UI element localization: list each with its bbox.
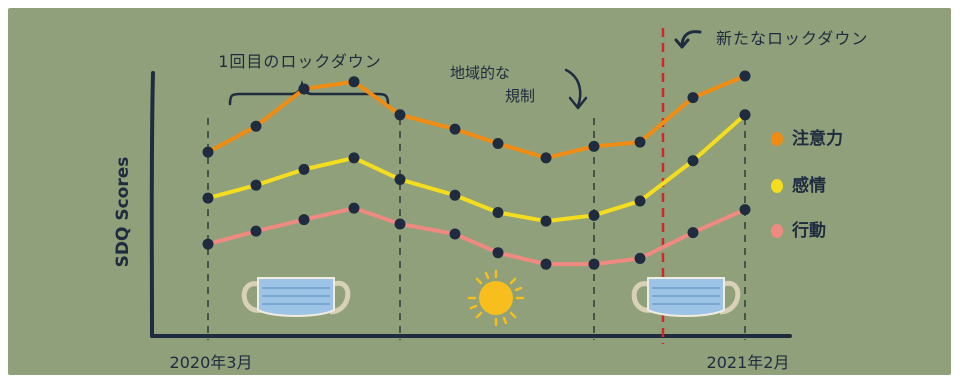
regional-label-line1: 地域的な xyxy=(450,64,510,82)
data-point xyxy=(298,83,310,95)
data-point xyxy=(250,120,262,132)
data-point xyxy=(250,225,262,237)
data-point xyxy=(348,202,360,214)
legend-swatch xyxy=(771,132,783,146)
data-point xyxy=(687,92,699,104)
data-point xyxy=(394,173,406,185)
data-point xyxy=(449,123,461,135)
new-lockdown-label: 新たなロックダウン xyxy=(716,29,868,48)
data-point xyxy=(739,70,751,82)
data-point xyxy=(449,189,461,201)
data-point xyxy=(449,228,461,240)
data-point xyxy=(298,163,310,175)
mask-icon xyxy=(631,277,741,317)
data-point xyxy=(540,215,552,227)
curved-arrow-icon xyxy=(564,68,588,110)
legend-swatch xyxy=(771,179,783,193)
data-point xyxy=(492,138,504,150)
curved-arrow-icon xyxy=(674,30,702,49)
x-tick-label: 2020年3月 xyxy=(170,353,253,372)
regional-label-line2: 規制 xyxy=(505,87,535,105)
data-point xyxy=(492,206,504,218)
y-axis xyxy=(149,71,155,338)
data-point xyxy=(634,195,646,207)
data-point xyxy=(588,209,600,221)
legend-label: 注意力 xyxy=(792,128,843,149)
data-point xyxy=(540,152,552,164)
data-point xyxy=(687,155,699,167)
data-point xyxy=(492,247,504,259)
data-point xyxy=(687,227,699,239)
mask-icon xyxy=(241,277,351,317)
sun-icon xyxy=(467,269,525,327)
data-point xyxy=(202,146,214,158)
data-point xyxy=(348,152,360,164)
data-point xyxy=(348,76,360,88)
data-point xyxy=(202,192,214,204)
data-point xyxy=(588,258,600,270)
data-point xyxy=(250,179,262,191)
data-point xyxy=(739,204,751,216)
legend-swatch xyxy=(771,224,783,238)
data-point xyxy=(298,214,310,226)
series-line xyxy=(207,206,746,267)
data-point xyxy=(540,258,552,270)
legend-label: 感情 xyxy=(792,175,826,196)
y-axis-title: SDQ Scores xyxy=(113,157,133,268)
data-point xyxy=(394,109,406,121)
data-point xyxy=(202,238,214,250)
first-lockdown-label: 1回目のロックダウン xyxy=(218,52,382,71)
x-axis xyxy=(150,333,792,339)
x-tick-label: 2021年2月 xyxy=(707,353,790,372)
data-point xyxy=(634,252,646,264)
legend-label: 行動 xyxy=(791,220,826,241)
data-point xyxy=(588,140,600,152)
data-point xyxy=(394,218,406,230)
data-point xyxy=(634,136,646,148)
series-line xyxy=(207,74,746,160)
series-line xyxy=(207,113,747,224)
data-point xyxy=(739,109,751,121)
